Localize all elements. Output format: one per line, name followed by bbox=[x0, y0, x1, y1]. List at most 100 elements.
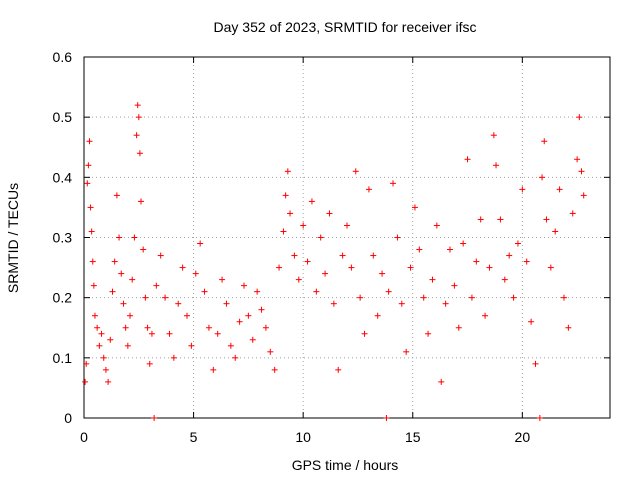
data-point bbox=[98, 330, 105, 337]
data-point bbox=[223, 300, 230, 307]
data-point bbox=[127, 312, 134, 319]
data-point bbox=[295, 276, 302, 283]
data-point bbox=[451, 282, 458, 289]
data-point bbox=[258, 306, 265, 313]
data-point bbox=[552, 228, 559, 235]
data-point bbox=[134, 102, 141, 109]
data-point bbox=[146, 360, 153, 367]
data-point bbox=[576, 114, 583, 121]
data-point bbox=[317, 234, 324, 241]
data-point bbox=[344, 222, 350, 229]
data-point bbox=[464, 156, 471, 163]
data-point bbox=[197, 240, 204, 247]
data-point bbox=[370, 252, 377, 259]
data-point bbox=[179, 264, 186, 271]
data-point bbox=[124, 342, 131, 349]
data-point bbox=[493, 162, 500, 169]
data-point bbox=[291, 252, 298, 259]
y-tick-label: 0 bbox=[64, 410, 72, 426]
data-point bbox=[308, 198, 315, 205]
data-point bbox=[205, 324, 212, 331]
data-point bbox=[107, 336, 114, 343]
data-point bbox=[144, 324, 151, 331]
y-tick-label: 0.3 bbox=[53, 230, 73, 246]
data-point bbox=[339, 252, 346, 259]
data-point bbox=[85, 162, 92, 169]
data-point bbox=[326, 210, 333, 217]
data-point bbox=[94, 324, 101, 331]
data-point bbox=[84, 180, 91, 187]
data-point bbox=[219, 276, 226, 283]
data-point bbox=[287, 210, 294, 217]
data-point bbox=[282, 192, 289, 199]
data-point bbox=[547, 264, 554, 271]
data-point bbox=[352, 168, 359, 175]
data-point bbox=[565, 324, 572, 331]
data-point bbox=[284, 168, 291, 175]
data-point bbox=[240, 282, 247, 289]
data-point bbox=[497, 216, 504, 223]
data-point bbox=[120, 300, 127, 307]
data-point bbox=[501, 276, 508, 283]
y-tick-label: 0.5 bbox=[53, 109, 73, 125]
x-tick-label: 5 bbox=[190, 429, 198, 445]
data-point bbox=[514, 240, 521, 247]
data-point bbox=[137, 198, 144, 205]
data-point bbox=[541, 138, 548, 145]
data-point bbox=[411, 204, 418, 211]
data-point bbox=[433, 222, 440, 229]
x-tick-label: 0 bbox=[80, 429, 88, 445]
data-point bbox=[468, 294, 475, 301]
data-point bbox=[214, 330, 221, 337]
data-point bbox=[170, 354, 177, 361]
data-point bbox=[330, 300, 337, 307]
data-point bbox=[232, 354, 239, 361]
data-point bbox=[438, 378, 445, 385]
data-point bbox=[403, 348, 410, 355]
data-point bbox=[361, 330, 368, 337]
data-point bbox=[528, 318, 535, 325]
data-point bbox=[407, 264, 414, 271]
y-tick-label: 0.2 bbox=[53, 290, 73, 306]
grid-lines bbox=[84, 57, 610, 418]
data-point bbox=[86, 138, 93, 145]
data-point bbox=[543, 216, 550, 223]
data-point bbox=[249, 336, 256, 343]
data-point bbox=[276, 264, 283, 271]
data-point bbox=[245, 312, 252, 319]
data-point bbox=[429, 276, 436, 283]
chart-title: Day 352 of 2023, SRMTID for receiver ifs… bbox=[214, 19, 477, 35]
data-point bbox=[148, 330, 155, 337]
data-point bbox=[506, 252, 513, 259]
data-point bbox=[447, 246, 454, 253]
data-point bbox=[210, 366, 217, 373]
data-point bbox=[477, 216, 484, 223]
data-point bbox=[523, 258, 530, 265]
data-point bbox=[88, 228, 95, 235]
data-point bbox=[425, 330, 432, 337]
y-tick-label: 0.4 bbox=[53, 169, 73, 185]
data-point bbox=[482, 312, 489, 319]
data-point bbox=[455, 324, 462, 331]
data-point bbox=[442, 300, 449, 307]
data-point bbox=[420, 294, 427, 301]
data-point bbox=[153, 282, 160, 289]
data-point bbox=[227, 342, 234, 349]
data-point bbox=[105, 378, 112, 385]
x-tick-label: 20 bbox=[515, 429, 531, 445]
data-point bbox=[116, 234, 123, 241]
data-point bbox=[510, 294, 517, 301]
data-point bbox=[102, 366, 109, 373]
x-tick-label: 10 bbox=[295, 429, 311, 445]
data-point bbox=[383, 415, 390, 421]
data-point bbox=[151, 415, 158, 421]
data-point bbox=[133, 132, 140, 139]
data-point bbox=[122, 324, 129, 331]
data-point bbox=[460, 240, 467, 247]
data-point bbox=[136, 150, 143, 157]
data-point bbox=[416, 246, 423, 253]
data-point bbox=[162, 294, 169, 301]
data-point bbox=[536, 415, 543, 421]
data-point bbox=[192, 270, 199, 277]
data-point bbox=[322, 270, 329, 277]
